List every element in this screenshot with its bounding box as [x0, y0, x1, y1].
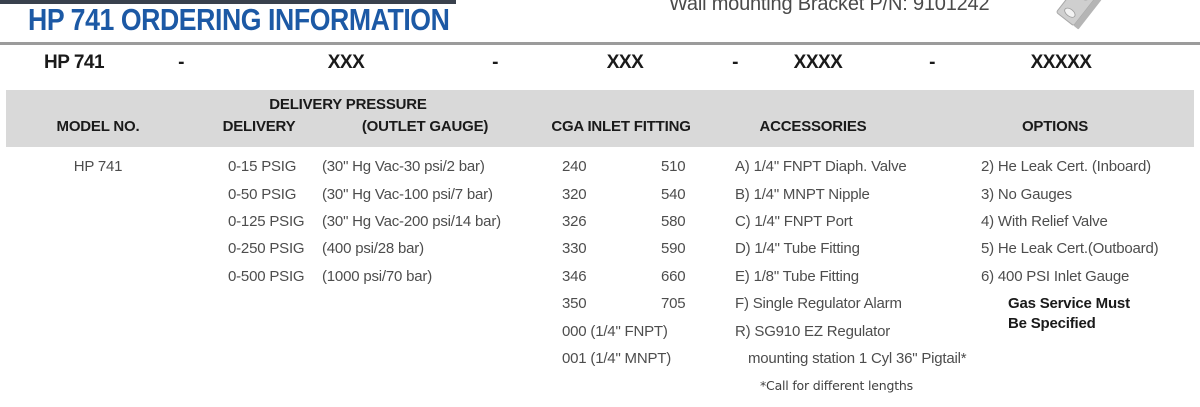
cga-code: 320: [562, 185, 587, 203]
accessory-item: F) Single Regulator Alarm: [735, 295, 902, 313]
title-divider-rule: [0, 42, 1200, 45]
option-item: 4) With Relief Valve: [981, 212, 1108, 230]
accessory-item: B) 1/4" MNPT Nipple: [735, 185, 870, 203]
delivery-range: 0-500 PSIG: [228, 267, 305, 285]
cga-code: 705: [661, 295, 686, 313]
accessory-item: E) 1/8" Tube Fitting: [735, 267, 859, 285]
column-outlet-gauge: (30" Hg Vac-30 psi/2 bar) (30" Hg Vac-10…: [322, 153, 501, 290]
cga-code: 326: [562, 212, 587, 230]
cga-code: 000 (1/4" FNPT): [562, 322, 668, 340]
outlet-gauge-value: (1000 psi/70 bar): [322, 267, 433, 285]
column-model-no: HP 741: [74, 153, 123, 180]
page-title: HP 741 ORDERING INFORMATION: [28, 2, 450, 37]
gas-service-note-line2: Be Specified: [1008, 314, 1096, 332]
accessory-item: R) SG910 EZ Regulator: [735, 322, 891, 340]
wall-bracket-photo: [1056, 0, 1116, 39]
header-cga-inlet-fitting: CGA INLET FITTING: [551, 118, 691, 135]
option-item: 2) He Leak Cert. (Inboard): [981, 158, 1151, 176]
part-seg-delivery: XXX: [327, 52, 365, 73]
option-item: 6) 400 PSI Inlet Gauge: [981, 267, 1130, 285]
outlet-gauge-value: (400 psi/28 bar): [322, 240, 424, 258]
model-no-value: HP 741: [73, 158, 123, 176]
delivery-range: 0-250 PSIG: [228, 240, 305, 258]
column-options: 2) He Leak Cert. (Inboard) 3) No Gauges …: [981, 153, 1159, 334]
cga-code: 660: [661, 267, 686, 285]
cga-code: 580: [661, 212, 686, 230]
part-seg-dash: -: [492, 52, 498, 73]
table-header-band: DELIVERY PRESSURE MODEL NO. DELIVERY (OU…: [6, 90, 1194, 147]
part-seg-model: HP 741: [43, 52, 105, 73]
option-item: 5) He Leak Cert.(Outboard): [981, 240, 1159, 258]
column-accessories: A) 1/4" FNPT Diaph. Valve B) 1/4" MNPT N…: [735, 153, 967, 400]
delivery-range: 0-125 PSIG: [228, 212, 305, 230]
option-item: 3) No Gauges: [981, 185, 1072, 203]
cga-code: 240: [562, 158, 587, 176]
gas-service-note: Gas Service Must Be Specified: [981, 294, 1158, 334]
accessory-item: C) 1/4" FNPT Port: [735, 212, 853, 230]
cga-code: 510: [661, 158, 686, 176]
top-accent-strip: [0, 0, 456, 4]
header-model-no: MODEL NO.: [56, 118, 140, 135]
accessory-item: D) 1/4" Tube Fitting: [735, 240, 860, 258]
header-accessories: ACCESSORIES: [759, 118, 867, 135]
accessory-footnote: *Call for different lengths: [760, 378, 913, 394]
header-options: OPTIONS: [1021, 118, 1089, 135]
cga-code: 590: [661, 240, 686, 258]
part-seg-cga: XXX: [606, 52, 644, 73]
cga-code: 540: [661, 185, 686, 203]
outlet-gauge-value: (30" Hg Vac-100 psi/7 bar): [322, 185, 493, 203]
accessory-item: A) 1/4" FNPT Diaph. Valve: [735, 158, 907, 176]
outlet-gauge-value: (30" Hg Vac-30 psi/2 bar): [322, 158, 485, 176]
delivery-range: 0-50 PSIG: [228, 185, 297, 203]
part-seg-dash: -: [178, 52, 184, 73]
column-cga-inlet-1: 240 320 326 330 346 350 000 (1/4" FNPT) …: [562, 153, 671, 372]
cga-code: 001 (1/4" MNPT): [562, 349, 672, 367]
part-number-row: HP 741 - XXX - XXX - XXXX - XXXXX: [0, 52, 1200, 84]
part-seg-dash: -: [732, 52, 738, 73]
cga-code: 346: [562, 267, 587, 285]
cga-code: 350: [562, 295, 587, 313]
part-seg-accessories: XXXX: [793, 52, 843, 73]
accessory-item-continuation: mounting station 1 Cyl 36" Pigtail*: [748, 349, 967, 367]
gas-service-note-line1: Gas Service Must: [1008, 294, 1130, 312]
part-seg-dash: -: [929, 52, 935, 73]
outlet-gauge-value: (30" Hg Vac-200 psi/14 bar): [322, 212, 501, 230]
header-delivery-pressure-group: DELIVERY PRESSURE: [269, 96, 427, 113]
header-outlet-gauge: (OUTLET GAUGE): [361, 118, 489, 135]
wall-bracket-note: Wall mounting Bracket P/N: 9101242: [669, 0, 990, 15]
column-delivery: 0-15 PSIG 0-50 PSIG 0-125 PSIG 0-250 PSI…: [228, 153, 305, 290]
cga-code: 330: [562, 240, 587, 258]
header-delivery: DELIVERY: [222, 118, 296, 135]
part-seg-options: XXXXX: [1030, 52, 1092, 73]
column-cga-inlet-2: 510 540 580 590 660 705: [661, 153, 686, 317]
delivery-range: 0-15 PSIG: [228, 158, 297, 176]
